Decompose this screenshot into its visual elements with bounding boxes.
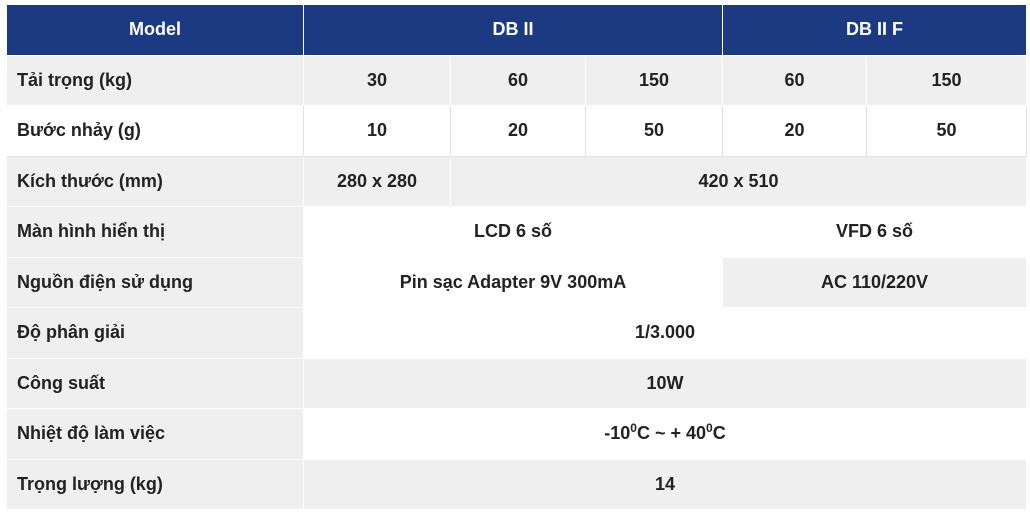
cell-value: 14 bbox=[304, 459, 1028, 510]
cell-value: 50 bbox=[586, 106, 724, 157]
degree-sup: 0 bbox=[706, 421, 713, 436]
cell-value: 50 bbox=[867, 106, 1028, 157]
row-label: Màn hình hiển thị bbox=[7, 207, 304, 258]
spec-table: Model DB II DB II F Tải trọng (kg) 30 60… bbox=[7, 5, 1028, 510]
cell-value: 30 bbox=[304, 55, 451, 106]
row-label: Kích thước (mm) bbox=[7, 156, 304, 207]
cell-value: 10W bbox=[304, 358, 1028, 409]
row-resolution: Độ phân giải 1/3.000 bbox=[7, 308, 1028, 359]
row-weight: Trọng lượng (kg) 14 bbox=[7, 459, 1028, 510]
cell-value: 280 x 280 bbox=[304, 156, 451, 207]
header-model: Model bbox=[7, 5, 304, 56]
row-label: Công suất bbox=[7, 358, 304, 409]
temperature-value: -100C ~ + 400C bbox=[304, 409, 1028, 460]
vfd-display-value: VFD 6 số bbox=[723, 207, 1028, 258]
row-label: Nguồn điện sử dụng bbox=[7, 257, 304, 308]
header-db2: DB II bbox=[304, 5, 724, 56]
temp-separator: ~ + 40 bbox=[649, 423, 707, 444]
lcd-display-value: LCD 6 số bbox=[304, 207, 724, 258]
cell-value: 20 bbox=[451, 106, 586, 157]
cell-value: 60 bbox=[451, 55, 586, 106]
cell-value: 60 bbox=[723, 55, 868, 106]
temp-min: -10 bbox=[604, 423, 631, 444]
header-row: Model DB II DB II F bbox=[7, 5, 1028, 56]
row-step: Bước nhảy (g) 10 20 50 20 50 bbox=[7, 106, 1028, 157]
row-temperature: Nhiệt độ làm việc -100C ~ + 400C bbox=[7, 409, 1028, 460]
cell-value: Pin sạc Adapter 9V 300mA bbox=[304, 257, 724, 308]
cell-value: 150 bbox=[586, 55, 724, 106]
cell-value: AC 110/220V bbox=[723, 257, 1028, 308]
row-label: Bước nhảy (g) bbox=[7, 106, 304, 157]
cell-value: 150 bbox=[867, 55, 1028, 106]
cell-value: 20 bbox=[723, 106, 868, 157]
row-label: Nhiệt độ làm việc bbox=[7, 409, 304, 460]
row-wattage: Công suất 10W bbox=[7, 358, 1028, 409]
header-db2f: DB II F bbox=[723, 5, 1028, 56]
row-label: Tải trọng (kg) bbox=[7, 55, 304, 106]
row-power: Nguồn điện sử dụng Pin sạc Adapter 9V 30… bbox=[7, 257, 1028, 308]
cell-value: 420 x 510 bbox=[451, 156, 1028, 207]
temp-unit: C bbox=[636, 423, 650, 444]
temp-unit: C bbox=[712, 423, 726, 444]
row-label: Trọng lượng (kg) bbox=[7, 459, 304, 510]
row-size: Kích thước (mm) 280 x 280 420 x 510 bbox=[7, 156, 1028, 207]
degree-sup: 0 bbox=[630, 421, 637, 436]
cell-value: 1/3.000 bbox=[304, 308, 1028, 359]
row-label: Độ phân giải bbox=[7, 308, 304, 359]
row-load: Tải trọng (kg) 30 60 150 60 150 bbox=[7, 55, 1028, 106]
cell-value: 10 bbox=[304, 106, 451, 157]
row-display: Màn hình hiển thị LCD 6 số VFD 6 số bbox=[7, 207, 1028, 258]
